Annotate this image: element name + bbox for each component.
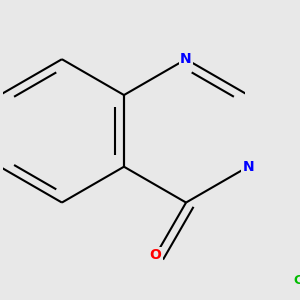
Text: O: O [150,248,161,262]
Text: N: N [242,160,254,174]
Text: N: N [180,52,192,66]
Text: Cl: Cl [293,274,300,287]
